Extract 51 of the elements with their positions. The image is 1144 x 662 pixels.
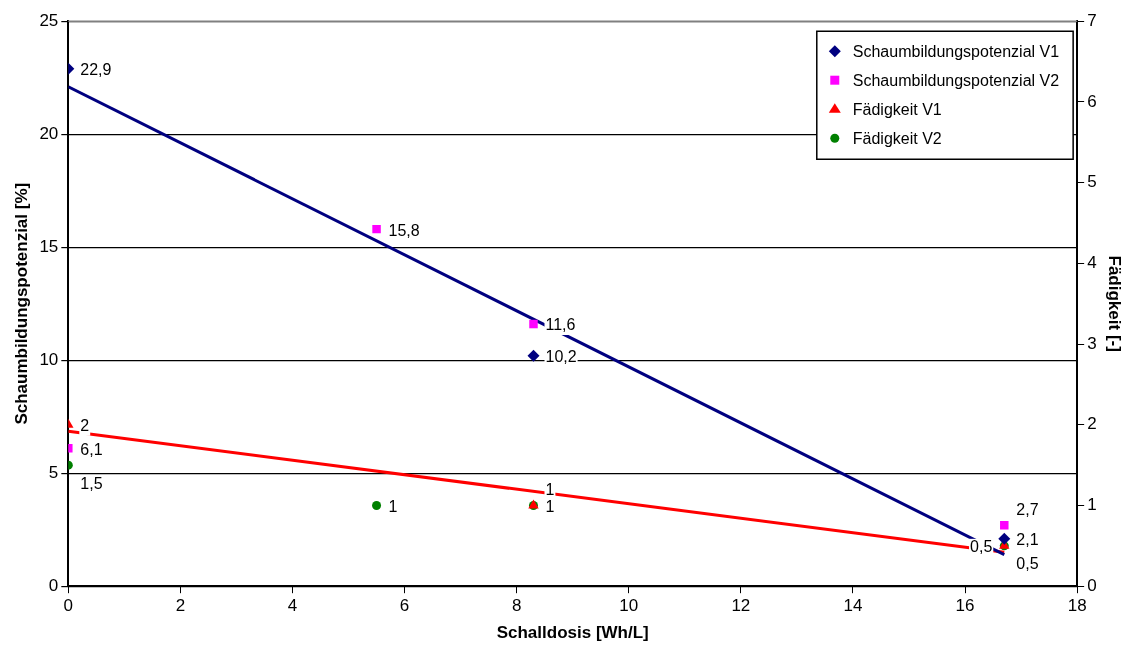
data-label: 15,8 (388, 221, 420, 239)
y2-tick-label: 7 (1087, 10, 1097, 30)
x-tick-label: 16 (955, 596, 975, 616)
y2-tick-label: 4 (1087, 253, 1097, 273)
x-tick-label: 14 (843, 596, 863, 616)
point (529, 319, 538, 329)
data-label: 2 (80, 417, 90, 435)
y2-tick-label: 0 (1087, 575, 1097, 595)
y-tick-label: 15 (39, 236, 59, 256)
x-tick-label: 8 (511, 596, 522, 616)
point (1000, 520, 1009, 530)
y2-tick-label: 5 (1087, 172, 1097, 192)
y2-axis-title: Fädigkeit [-] (1105, 255, 1125, 352)
data-label: 1,5 (80, 474, 103, 492)
legend-label: Schaumbildungspotenzial V1 (852, 42, 1060, 60)
data-label: 10,2 (545, 348, 577, 366)
y2-tick-label: 6 (1087, 91, 1097, 111)
point (372, 500, 382, 510)
y-tick-label: 0 (48, 575, 59, 595)
data-label: 22,9 (80, 61, 112, 79)
x-tick-label: 0 (63, 596, 74, 616)
data-label: 2,7 (1016, 500, 1039, 518)
x-tick-label: 18 (1067, 596, 1087, 616)
point (527, 349, 540, 362)
x-axis-title: Schalldosis [Wh/L] (496, 623, 649, 643)
x-tick-label: 4 (287, 596, 298, 616)
x-tick-label: 12 (731, 596, 751, 616)
point (372, 224, 381, 234)
legend-label: Schaumbildungspotenzial V2 (852, 71, 1060, 89)
data-label: 1 (545, 497, 555, 515)
data-label: 0,5 (970, 538, 993, 556)
y-tick-label: 5 (48, 462, 59, 482)
data-label: 2,1 (1016, 531, 1039, 549)
data-label: 6,1 (80, 440, 103, 458)
y-tick-label: 10 (39, 349, 59, 369)
legend-label: Fädigkeit V1 (852, 100, 942, 118)
data-label: 1 (545, 480, 555, 498)
y2-tick-label: 3 (1087, 333, 1097, 353)
data-label: 11,6 (545, 316, 576, 334)
y2-tick-label: 1 (1087, 495, 1097, 515)
data-label: 0,5 (1016, 555, 1039, 573)
y-tick-label: 20 (39, 123, 59, 143)
data-label: 1 (388, 497, 398, 515)
y2-tick-label: 2 (1087, 414, 1097, 434)
point (998, 532, 1011, 545)
y-axis-title: Schaumbildungspotenzial [%] (11, 182, 31, 425)
x-tick-label: 10 (619, 596, 639, 616)
x-tick-label: 6 (399, 596, 410, 616)
x-tick-label: 2 (175, 596, 186, 616)
legend-label: Fädigkeit V2 (852, 129, 942, 147)
y-tick-label: 25 (39, 10, 59, 30)
